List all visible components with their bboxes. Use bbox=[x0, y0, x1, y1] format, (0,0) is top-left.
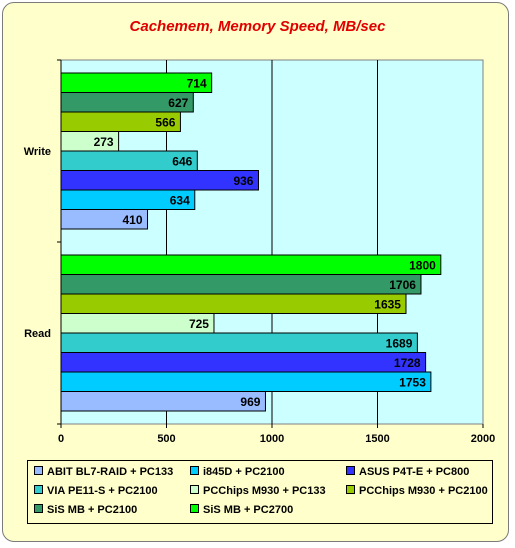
bar-value-label: 566 bbox=[155, 115, 175, 129]
category-label: Write bbox=[24, 146, 51, 158]
legend-label: i845D + PC2100 bbox=[203, 466, 285, 478]
bar bbox=[60, 72, 213, 93]
bar bbox=[60, 274, 422, 295]
legend-swatch bbox=[34, 466, 43, 475]
x-tick-label: 1500 bbox=[365, 433, 389, 445]
bar-value-label: 1800 bbox=[409, 258, 436, 272]
bar bbox=[60, 293, 407, 314]
bar-value-label: 714 bbox=[187, 76, 207, 90]
bar-value-label: 1728 bbox=[394, 356, 421, 370]
legend-swatch bbox=[190, 485, 199, 494]
bar-value-label: 969 bbox=[240, 395, 260, 409]
legend-label: PCChips M930 + PC2100 bbox=[359, 485, 488, 497]
legend-swatch bbox=[346, 485, 355, 494]
legend-swatch bbox=[190, 504, 199, 513]
bar-value-label: 273 bbox=[94, 135, 114, 149]
bar bbox=[60, 352, 427, 373]
legend-item: ASUS P4T-E + PC800 bbox=[346, 465, 469, 479]
bar bbox=[60, 150, 198, 171]
bar-value-label: 410 bbox=[122, 213, 142, 227]
bar-chart: 0 500 1000 1500 2000 Write 410 634 936 646 273 566 6… bbox=[24, 59, 495, 445]
bar-value-label: 936 bbox=[233, 174, 253, 188]
legend-item: SiS MB + PC2700 bbox=[190, 503, 293, 517]
bar-value-label: 634 bbox=[170, 193, 190, 207]
legend-item: VIA PE11-S + PC2100 bbox=[34, 484, 158, 498]
legend: ABIT BL7-RAID + PC133 i845D + PC2100 ASUS … bbox=[27, 460, 493, 524]
legend-label: PCChips M930 + PC133 bbox=[203, 485, 326, 497]
bar-value-label: 1635 bbox=[374, 297, 401, 311]
x-tick-label: 2000 bbox=[471, 433, 495, 445]
legend-swatch bbox=[34, 485, 43, 494]
bar bbox=[60, 170, 259, 191]
x-tick-label: 0 bbox=[58, 433, 64, 445]
legend-label: SiS MB + PC2700 bbox=[203, 504, 294, 516]
bar bbox=[60, 332, 418, 353]
legend-label: ASUS P4T-E + PC800 bbox=[359, 466, 470, 478]
legend-item: PCChips M930 + PC2100 bbox=[346, 484, 488, 498]
x-tick-label: 500 bbox=[157, 433, 175, 445]
legend-label: SiS MB + PC2100 bbox=[47, 504, 138, 516]
x-tick-label: 1000 bbox=[260, 433, 284, 445]
legend-item: SiS MB + PC2100 bbox=[34, 503, 137, 517]
chart-title: Cachemem, Memory Speed, MB/sec bbox=[129, 18, 386, 35]
bar-value-label: 1689 bbox=[386, 336, 413, 350]
legend-label: VIA PE11-S + PC2100 bbox=[47, 485, 158, 497]
bar-value-label: 627 bbox=[168, 96, 188, 110]
bar-value-label: 646 bbox=[172, 154, 192, 168]
bar bbox=[60, 254, 442, 275]
bar bbox=[60, 371, 432, 392]
legend-item: ABIT BL7-RAID + PC133 bbox=[34, 465, 173, 479]
legend-item: PCChips M930 + PC133 bbox=[190, 484, 326, 498]
legend-item: i845D + PC2100 bbox=[190, 465, 285, 479]
bar-value-label: 1753 bbox=[399, 375, 426, 389]
category-label: Read bbox=[24, 328, 51, 340]
legend-swatch bbox=[190, 466, 199, 475]
legend-label: ABIT BL7-RAID + PC133 bbox=[47, 466, 174, 478]
bar-value-label: 725 bbox=[189, 317, 209, 331]
bar-value-label: 1706 bbox=[389, 278, 416, 292]
legend-swatch bbox=[34, 504, 43, 513]
legend-swatch bbox=[346, 466, 355, 475]
bar bbox=[60, 391, 266, 412]
